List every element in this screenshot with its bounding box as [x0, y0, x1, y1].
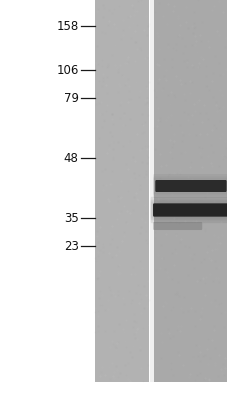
FancyBboxPatch shape [152, 222, 201, 230]
FancyBboxPatch shape [152, 174, 227, 198]
Text: 79: 79 [63, 92, 78, 104]
FancyBboxPatch shape [152, 203, 227, 217]
Text: 48: 48 [64, 152, 78, 164]
Text: 23: 23 [64, 240, 78, 252]
Text: 158: 158 [56, 20, 78, 32]
FancyBboxPatch shape [150, 200, 227, 220]
FancyBboxPatch shape [150, 197, 227, 223]
Text: 35: 35 [64, 212, 78, 224]
FancyBboxPatch shape [155, 180, 226, 192]
FancyBboxPatch shape [152, 176, 227, 196]
FancyBboxPatch shape [150, 202, 227, 218]
Bar [94, 0, 149, 382]
Text: 106: 106 [56, 64, 78, 76]
Bar [153, 0, 227, 382]
Bar [150, 0, 154, 382]
